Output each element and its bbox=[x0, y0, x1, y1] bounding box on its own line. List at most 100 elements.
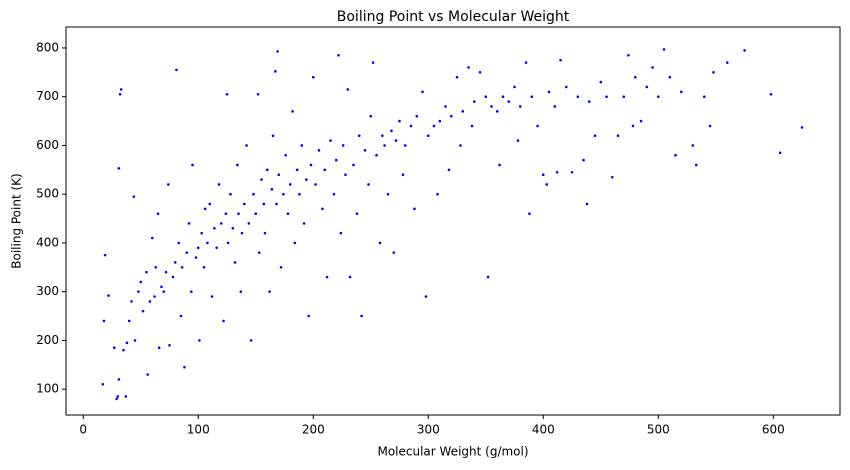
point bbox=[124, 395, 128, 398]
x-tick-label: 200 bbox=[302, 423, 325, 437]
point bbox=[421, 90, 424, 94]
point bbox=[656, 95, 660, 99]
point bbox=[447, 168, 451, 172]
point bbox=[237, 212, 240, 215]
point bbox=[599, 80, 603, 84]
point bbox=[769, 92, 773, 96]
point bbox=[325, 275, 329, 279]
point bbox=[530, 95, 534, 99]
point bbox=[130, 300, 133, 303]
point bbox=[150, 236, 154, 240]
point bbox=[206, 241, 209, 245]
point bbox=[570, 170, 574, 174]
point bbox=[346, 88, 350, 91]
x-tick-label: 0 bbox=[79, 423, 87, 437]
point bbox=[252, 192, 255, 196]
point bbox=[449, 114, 453, 118]
point bbox=[541, 173, 545, 176]
point bbox=[307, 314, 310, 318]
point bbox=[708, 124, 712, 128]
point bbox=[593, 134, 597, 137]
point bbox=[394, 139, 398, 142]
point bbox=[369, 114, 373, 118]
point bbox=[177, 241, 181, 245]
point bbox=[662, 48, 666, 51]
y-tick-label: 700 bbox=[36, 89, 59, 103]
point bbox=[145, 270, 148, 274]
point bbox=[295, 168, 299, 172]
point bbox=[157, 346, 161, 350]
point bbox=[470, 124, 474, 128]
point bbox=[254, 212, 258, 215]
point bbox=[226, 241, 230, 245]
point bbox=[133, 339, 137, 342]
point bbox=[153, 295, 156, 298]
point bbox=[467, 66, 470, 69]
point bbox=[249, 339, 253, 342]
point bbox=[371, 61, 375, 64]
point bbox=[317, 149, 321, 152]
point bbox=[275, 202, 278, 206]
point bbox=[674, 153, 677, 157]
point bbox=[355, 212, 359, 215]
point bbox=[610, 175, 614, 179]
point bbox=[229, 192, 232, 196]
point bbox=[555, 170, 559, 174]
point bbox=[314, 183, 317, 186]
point bbox=[344, 173, 347, 176]
point bbox=[288, 183, 292, 186]
y-tick-label: 500 bbox=[36, 187, 59, 201]
point bbox=[282, 192, 285, 196]
point bbox=[633, 75, 637, 79]
point bbox=[413, 207, 416, 211]
point bbox=[119, 88, 123, 91]
point bbox=[386, 192, 390, 196]
point bbox=[146, 373, 149, 376]
point bbox=[191, 163, 194, 167]
point bbox=[175, 68, 178, 72]
point bbox=[455, 75, 459, 79]
point bbox=[187, 222, 191, 225]
point bbox=[217, 183, 221, 186]
point bbox=[495, 110, 499, 113]
point bbox=[274, 70, 277, 73]
point bbox=[348, 275, 352, 279]
point bbox=[341, 144, 345, 147]
x-tick-label: 300 bbox=[417, 423, 440, 437]
point bbox=[415, 114, 419, 118]
point bbox=[113, 346, 116, 350]
point bbox=[196, 246, 200, 250]
point bbox=[202, 266, 206, 269]
y-tick-label: 400 bbox=[36, 235, 59, 249]
y-tick-label: 600 bbox=[36, 138, 59, 152]
point bbox=[390, 129, 393, 133]
point bbox=[438, 119, 442, 123]
point bbox=[245, 144, 248, 147]
point bbox=[173, 261, 177, 264]
point bbox=[298, 192, 301, 196]
point bbox=[332, 192, 336, 196]
point bbox=[605, 95, 608, 99]
point bbox=[118, 92, 122, 96]
point bbox=[380, 134, 384, 137]
point bbox=[352, 163, 355, 167]
point bbox=[518, 105, 522, 108]
point bbox=[631, 124, 635, 128]
point bbox=[224, 212, 228, 215]
point bbox=[339, 231, 343, 235]
point bbox=[616, 134, 620, 137]
point bbox=[507, 100, 511, 103]
point bbox=[528, 212, 531, 215]
y-tick-label: 300 bbox=[36, 284, 59, 298]
point bbox=[117, 378, 121, 381]
point bbox=[392, 251, 396, 254]
point bbox=[436, 192, 439, 196]
point bbox=[160, 285, 163, 289]
point bbox=[127, 319, 131, 323]
point bbox=[179, 314, 183, 318]
point bbox=[800, 126, 804, 129]
point bbox=[271, 134, 275, 137]
point bbox=[426, 134, 430, 137]
point bbox=[300, 144, 304, 147]
